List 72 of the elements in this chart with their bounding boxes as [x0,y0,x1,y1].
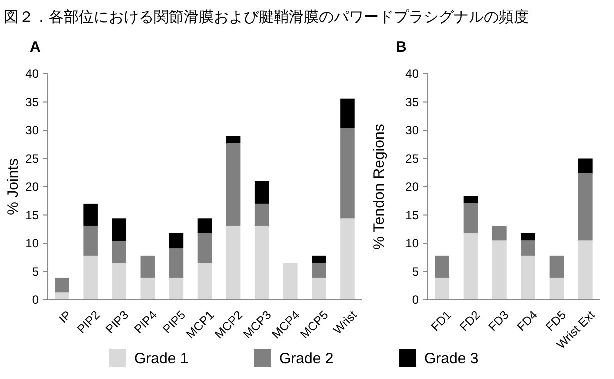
bar [112,263,126,300]
bar [84,204,98,226]
bar [578,158,593,174]
bar [84,256,98,300]
y-tick-label: 10 [26,236,40,251]
bar [550,256,564,278]
bar [578,173,593,241]
chart-subtitle: B [396,39,407,56]
y-tick-label: 5 [32,264,40,279]
bar [198,233,212,264]
bar [340,128,355,219]
chart-subtitle: A [30,39,41,56]
bar [521,256,536,300]
bar [254,181,270,204]
x-tick-label: IP [56,308,74,326]
y-tick-label: 20 [26,180,40,194]
bar [226,136,241,144]
y-axis-title: % Tendon Regions [371,124,388,250]
bar [226,143,241,226]
bar [492,240,507,300]
y-tick-label: 40 [26,67,40,82]
y-tick-label: 0 [412,293,420,308]
y-axis-title: % Joints [5,158,22,216]
bar [312,256,326,264]
y-tick-label: 5 [412,264,420,279]
bar [84,226,98,256]
bar [312,263,326,278]
bar [435,278,450,300]
y-tick-label: 10 [406,236,420,251]
bar [198,218,212,234]
chart-title: 図２．各部位における関節滑膜および腱鞘滑膜のパワードプラシグナルの頻度 [4,9,529,26]
bar [435,256,450,278]
bar [198,263,212,300]
y-tick-label: 35 [26,95,40,110]
y-tick-label: 35 [406,95,420,110]
x-tick-label: FD1 [428,308,455,334]
bar [169,233,184,249]
y-tick-label: 30 [406,124,420,138]
y-tick-label: 15 [406,208,420,222]
bar [464,203,478,234]
bar [284,263,298,300]
legend-label: Grade 1 [134,350,189,368]
bar [226,226,241,300]
bar [55,278,70,293]
legend-label: Grade 3 [424,350,479,368]
legend-label: Grade 2 [280,350,334,368]
bar [550,278,564,300]
bar [464,196,478,204]
y-tick-label: 40 [406,67,420,82]
bar [140,278,156,300]
y-tick-label: 20 [406,180,420,194]
bar [140,256,156,278]
bar [312,278,326,300]
bar [464,233,478,300]
bar [254,204,270,226]
y-tick-label: 15 [26,208,40,222]
bar [112,241,126,264]
bar [169,278,184,300]
bar [521,240,536,256]
bar [112,218,126,242]
bar [340,218,355,300]
bar [521,233,536,241]
bar [169,248,184,278]
bar [55,292,70,300]
y-tick-label: 25 [26,152,40,166]
bar [254,226,270,300]
y-tick-label: 25 [406,152,420,166]
bar [492,226,507,241]
y-tick-label: 0 [32,293,40,308]
bar [578,240,593,300]
bar [340,98,355,128]
y-tick-label: 30 [26,124,40,138]
